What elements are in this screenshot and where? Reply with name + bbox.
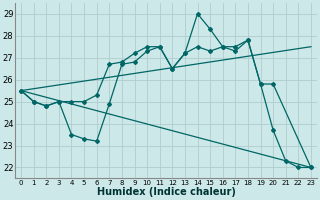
X-axis label: Humidex (Indice chaleur): Humidex (Indice chaleur) (97, 187, 236, 197)
